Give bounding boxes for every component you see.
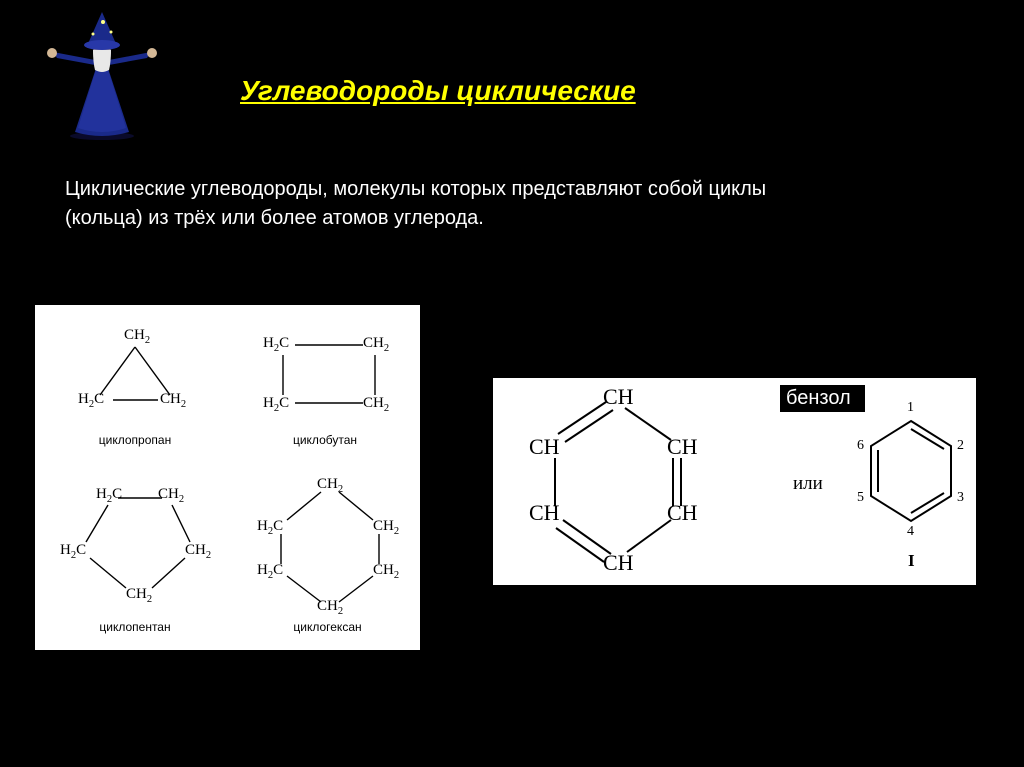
wizard-illustration bbox=[45, 10, 160, 140]
roman-one: I bbox=[908, 551, 915, 571]
benzene-ch: CH bbox=[529, 500, 560, 526]
benzene-ch: CH bbox=[603, 550, 634, 576]
benzene-diagram: CH CH CH CH CH CH или 1 2 3 4 5 6 I bbox=[493, 378, 976, 585]
benzene-label: бензол bbox=[780, 385, 865, 412]
cycloalkanes-diagram: CH2 H2C CH2 циклопропан H2C CH2 H2C CH2 … bbox=[35, 305, 420, 650]
benzene-ch: CH bbox=[667, 500, 698, 526]
cyclopropane-label: циклопропан bbox=[50, 433, 220, 447]
benzene-ch: CH bbox=[667, 434, 698, 460]
cyclobutane-label: циклобутан bbox=[235, 433, 415, 447]
cyclopentane-label: циклопентан bbox=[40, 620, 230, 634]
slide-description: Циклические углеводороды, молекулы котор… bbox=[65, 175, 825, 233]
benzene-ch: CH bbox=[603, 384, 634, 410]
benzene-ch: CH bbox=[529, 434, 560, 460]
cyclohexane-label: циклогексан bbox=[235, 620, 420, 634]
or-label: или bbox=[793, 473, 823, 495]
slide-title: Углеводороды циклические bbox=[240, 75, 636, 107]
